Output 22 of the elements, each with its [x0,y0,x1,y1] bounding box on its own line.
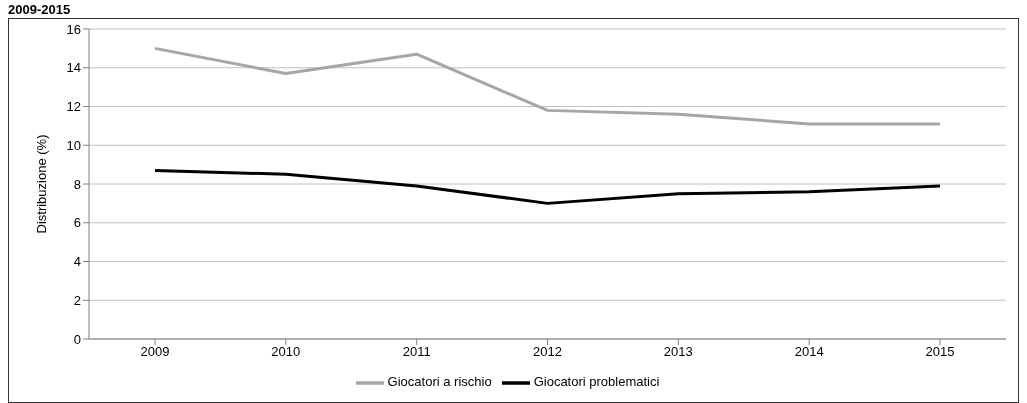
y-tick-label: 14 [66,60,81,76]
x-tick-label: 2014 [794,344,824,360]
y-tick-label: 6 [73,215,81,231]
x-tick-label: 2015 [925,344,955,360]
line-series [153,168,942,205]
chart-title: 2009-2015 [8,2,71,17]
y-tick-label: 12 [66,99,81,115]
legend-label: Giocatori a rischio [387,374,492,390]
x-tick-label: 2012 [533,344,562,360]
y-tick-label: 0 [73,331,81,347]
y-tick-label: 10 [66,137,81,153]
y-tick-label: 8 [73,176,81,192]
y-tick-label: 2 [73,292,81,308]
x-tick-label: 2011 [402,344,431,360]
legend-label: Giocatori problematici [533,374,660,390]
y-tick-label: 4 [73,254,81,270]
x-tick-label: 2010 [271,344,301,360]
y-axis-title: Distribuzione (%) [33,134,49,234]
x-tick-label: 2013 [663,344,693,360]
x-tick-label: 2009 [140,344,170,360]
line-series [153,46,942,126]
y-tick-label: 16 [66,21,81,37]
